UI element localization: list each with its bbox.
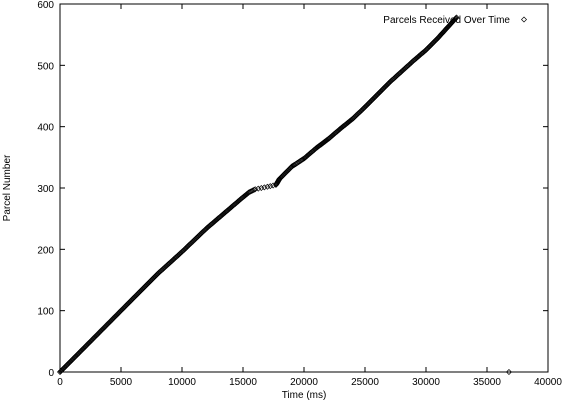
x-tick-label: 25000 [351,377,379,388]
y-tick-label: 300 [37,184,54,195]
legend-series-label: Parcels Received Over Time [383,15,510,26]
data-points [57,14,512,375]
x-tick-label: 10000 [168,377,196,388]
x-axis-label: Time (ms) [282,390,327,401]
x-tick-label: 40000 [534,377,562,388]
y-tick-label: 600 [37,0,54,11]
x-tick-label: 20000 [290,377,318,388]
data-point [247,188,254,195]
data-point-outlier [505,369,512,375]
x-tick-label: 35000 [473,377,501,388]
data-point [248,188,255,195]
y-tick-label: 500 [37,61,54,72]
axis-ticks [59,3,549,373]
plot-frame [59,3,549,373]
data-point [453,14,460,21]
data-point [261,184,268,191]
y-tick-label: 400 [37,123,54,134]
data-point [252,186,259,193]
axis-tick-labels: 0 5000 10000 15000 20000 25000 30000 35000 40000… [37,0,562,388]
data-point [249,187,256,194]
data-point [246,189,253,196]
data-point [250,186,257,193]
x-tick-label: 30000 [412,377,440,388]
data-point [264,183,271,190]
x-tick-label: 0 [57,377,63,388]
y-axis-label: Parcel Number [2,154,13,221]
data-point [267,183,274,190]
legend: Parcels Received Over Time [383,15,527,26]
data-point [255,185,262,192]
y-tick-label: 200 [37,245,54,256]
y-tick-label: 100 [37,307,54,318]
data-point [258,185,265,191]
y-tick-label: 0 [48,368,54,379]
x-tick-label: 15000 [229,377,257,388]
legend-marker-icon [521,16,527,23]
x-tick-label: 5000 [110,377,133,388]
